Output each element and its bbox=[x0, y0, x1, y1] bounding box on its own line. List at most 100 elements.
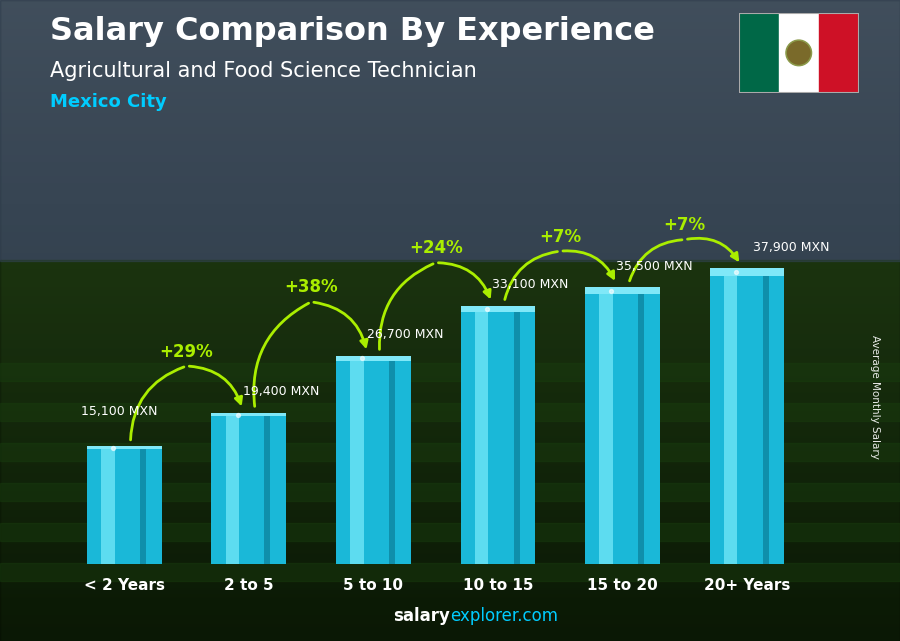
Bar bbox=[87, 446, 162, 564]
Bar bbox=[0, 454, 900, 455]
Bar bbox=[0, 280, 900, 281]
Bar bbox=[0, 223, 900, 224]
Bar bbox=[0, 615, 900, 616]
Bar bbox=[0, 310, 900, 311]
Bar bbox=[0, 451, 900, 452]
Bar bbox=[0, 473, 900, 474]
Bar bbox=[0, 592, 900, 593]
Bar bbox=[0, 354, 900, 355]
Bar bbox=[0, 631, 900, 632]
Bar bbox=[0, 434, 900, 435]
Bar bbox=[0, 392, 900, 393]
Bar bbox=[0, 513, 900, 514]
Bar bbox=[0, 261, 900, 262]
Bar bbox=[0, 474, 900, 475]
Bar bbox=[0, 219, 900, 220]
Bar bbox=[0, 519, 900, 520]
Bar bbox=[0, 349, 900, 350]
Bar bbox=[0, 359, 900, 360]
Bar bbox=[0, 258, 900, 259]
Bar bbox=[0, 262, 900, 263]
Bar bbox=[0, 4, 900, 5]
Bar bbox=[0, 377, 900, 378]
Bar bbox=[0, 266, 900, 267]
Bar bbox=[0, 501, 900, 502]
Bar bbox=[710, 269, 785, 276]
Bar bbox=[0, 384, 900, 385]
Bar bbox=[0, 206, 900, 207]
Bar bbox=[0, 608, 900, 609]
Text: 26,700 MXN: 26,700 MXN bbox=[367, 328, 444, 342]
Bar bbox=[0, 514, 900, 515]
Bar bbox=[0, 268, 900, 269]
Bar bbox=[0, 442, 900, 443]
Bar bbox=[0, 562, 900, 563]
Bar bbox=[0, 621, 900, 622]
Bar bbox=[265, 413, 271, 564]
Bar bbox=[0, 97, 900, 98]
Bar bbox=[0, 409, 900, 410]
Bar bbox=[0, 610, 900, 611]
Text: Average Monthly Salary: Average Monthly Salary bbox=[869, 335, 880, 460]
Bar bbox=[0, 526, 900, 527]
Bar bbox=[0, 214, 900, 215]
Bar bbox=[0, 404, 900, 405]
Bar bbox=[0, 532, 900, 533]
Bar bbox=[0, 271, 900, 272]
Bar bbox=[0, 453, 900, 454]
Bar bbox=[0, 348, 900, 349]
Bar bbox=[0, 121, 900, 122]
Bar bbox=[0, 238, 900, 239]
Bar bbox=[212, 413, 286, 417]
Bar bbox=[0, 79, 900, 80]
Bar bbox=[0, 30, 900, 31]
Bar bbox=[0, 555, 900, 556]
Bar bbox=[0, 491, 900, 492]
Bar bbox=[0, 616, 900, 617]
Bar bbox=[0, 225, 900, 226]
Bar bbox=[0, 24, 900, 25]
Bar bbox=[0, 572, 900, 573]
Bar bbox=[0, 67, 900, 68]
Circle shape bbox=[786, 40, 812, 66]
Bar bbox=[0, 594, 900, 595]
Bar bbox=[0, 279, 900, 280]
Bar bbox=[0, 335, 900, 336]
Bar bbox=[0, 527, 900, 528]
Bar bbox=[336, 356, 410, 564]
Bar bbox=[0, 317, 900, 318]
Bar bbox=[0, 161, 900, 162]
Bar bbox=[0, 28, 900, 29]
Bar bbox=[0, 490, 900, 491]
Bar bbox=[0, 563, 900, 564]
Bar bbox=[0, 177, 900, 178]
Bar bbox=[0, 289, 900, 290]
Bar bbox=[0, 185, 900, 186]
Bar bbox=[0, 193, 900, 194]
Bar bbox=[0, 146, 900, 147]
Bar bbox=[0, 398, 900, 399]
Bar bbox=[0, 557, 900, 558]
Bar bbox=[0, 104, 900, 105]
Bar bbox=[0, 576, 900, 577]
Bar bbox=[0, 459, 900, 460]
Bar bbox=[0, 516, 900, 517]
Bar bbox=[0, 323, 900, 324]
Bar bbox=[0, 170, 900, 171]
Bar bbox=[0, 510, 900, 511]
Bar bbox=[0, 2, 900, 3]
Bar bbox=[0, 619, 900, 620]
Bar bbox=[0, 166, 900, 167]
Bar bbox=[0, 243, 900, 244]
Bar bbox=[0, 222, 900, 223]
Bar bbox=[0, 385, 900, 386]
Bar bbox=[0, 19, 900, 20]
Bar bbox=[0, 609, 900, 610]
Bar bbox=[0, 464, 900, 465]
Bar bbox=[0, 482, 900, 483]
Bar bbox=[0, 518, 900, 519]
Bar bbox=[0, 325, 900, 326]
Bar bbox=[0, 32, 900, 33]
Bar bbox=[0, 65, 900, 66]
Bar bbox=[0, 449, 900, 450]
